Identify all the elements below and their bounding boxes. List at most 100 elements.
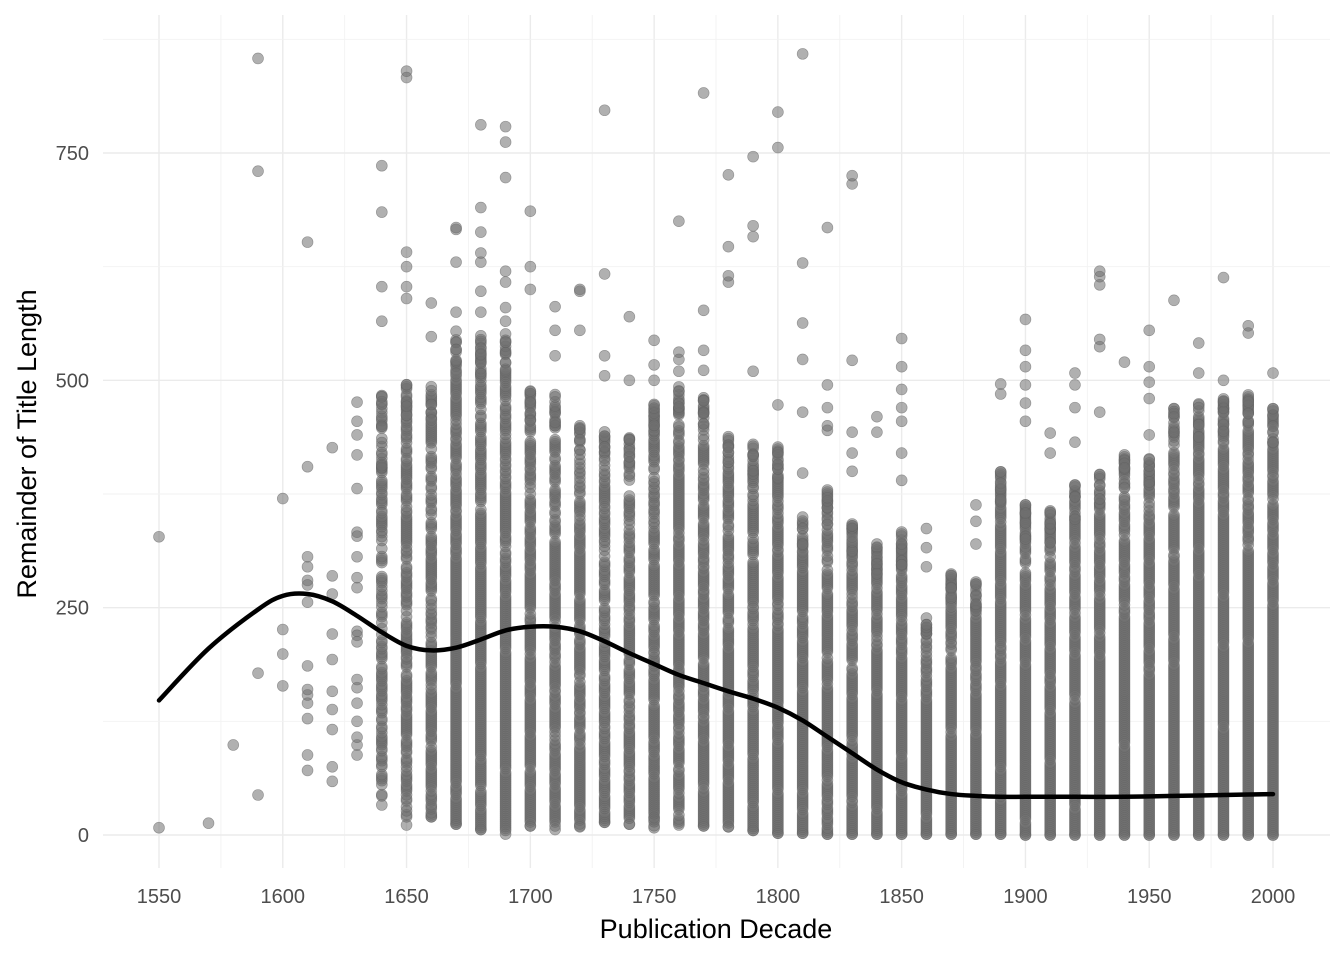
data-point <box>673 385 685 398</box>
data-point <box>549 391 561 403</box>
data-point <box>722 456 735 468</box>
data-point <box>1044 536 1056 549</box>
data-point <box>276 648 289 660</box>
data-point <box>796 48 809 60</box>
data-point <box>524 283 537 296</box>
data-point <box>821 514 834 526</box>
data-point <box>549 300 561 313</box>
data-point <box>821 379 834 391</box>
data-point <box>846 447 858 459</box>
data-point <box>252 52 264 65</box>
data-point <box>400 260 413 273</box>
data-point <box>351 749 363 761</box>
data-point <box>994 494 1007 506</box>
data-point <box>499 347 512 359</box>
data-point <box>747 465 759 477</box>
data-point <box>648 359 660 371</box>
data-point <box>475 348 487 361</box>
data-point <box>920 560 933 573</box>
data-point <box>499 315 512 328</box>
data-point <box>796 317 809 329</box>
data-point <box>400 292 413 305</box>
data-point <box>400 400 413 413</box>
data-point <box>1069 436 1081 448</box>
data-point <box>475 285 487 298</box>
data-point <box>673 419 685 431</box>
data-point <box>326 775 339 788</box>
data-point <box>846 354 858 367</box>
data-point <box>747 230 759 243</box>
data-point <box>895 474 908 487</box>
data-point <box>598 430 611 442</box>
data-point <box>351 429 363 441</box>
data-point <box>450 221 462 234</box>
data-point <box>524 385 537 397</box>
data-point <box>252 667 264 679</box>
data-point <box>351 482 363 495</box>
data-point <box>772 458 784 471</box>
data-point <box>400 246 413 258</box>
data-point <box>722 240 735 253</box>
data-point <box>450 367 462 380</box>
data-point <box>1044 517 1056 530</box>
data-point <box>846 426 858 438</box>
data-point <box>375 506 388 519</box>
data-point <box>772 399 784 411</box>
data-point <box>301 712 314 725</box>
data-point <box>1093 265 1106 278</box>
data-point <box>475 306 487 318</box>
data-point <box>252 165 264 177</box>
data-point <box>301 764 314 777</box>
data-point <box>202 817 215 829</box>
data-point <box>920 618 933 631</box>
data-point <box>524 205 537 217</box>
data-point <box>475 201 487 214</box>
data-point <box>301 236 314 248</box>
data-point <box>846 536 858 548</box>
data-point <box>970 538 982 550</box>
data-point <box>326 685 339 698</box>
data-point <box>722 269 735 282</box>
data-point <box>945 582 957 594</box>
data-point <box>1019 344 1032 357</box>
data-point <box>549 416 561 429</box>
data-point <box>1019 313 1032 326</box>
data-point <box>425 380 438 393</box>
data-point <box>326 723 339 736</box>
data-point <box>895 447 908 459</box>
data-point <box>375 459 388 472</box>
data-point <box>574 324 586 337</box>
data-point <box>1069 367 1081 379</box>
data-point <box>846 169 858 182</box>
data-point <box>796 257 809 269</box>
data-point <box>301 574 314 587</box>
data-point <box>1069 479 1081 492</box>
data-point <box>351 731 363 744</box>
data-point <box>697 407 710 419</box>
data-point <box>796 467 809 479</box>
data-point <box>425 330 438 343</box>
data-point <box>623 374 636 387</box>
data-point <box>153 821 165 834</box>
data-point <box>598 268 611 280</box>
data-point <box>697 87 710 99</box>
data-point <box>821 491 834 504</box>
data-point <box>1019 397 1032 409</box>
data-point <box>153 530 165 543</box>
data-point <box>1019 516 1032 529</box>
data-point <box>772 106 784 118</box>
data-point <box>475 226 487 238</box>
data-point <box>623 445 636 458</box>
data-point <box>375 788 388 801</box>
data-point <box>796 353 809 366</box>
data-point <box>450 343 462 356</box>
data-point <box>673 401 685 413</box>
data-point <box>970 515 982 528</box>
data-point <box>375 315 388 328</box>
data-point <box>301 560 314 573</box>
data-point <box>400 379 413 391</box>
data-point <box>772 141 784 154</box>
data-point <box>375 570 388 583</box>
data-point <box>425 297 438 309</box>
